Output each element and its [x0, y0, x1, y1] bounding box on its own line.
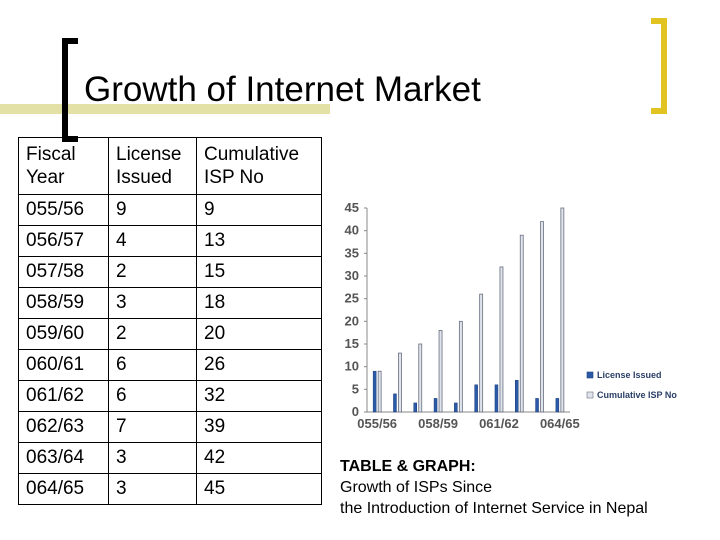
bar-cumulative-isp [418, 343, 423, 413]
header-cumulative-isp: Cumulative ISP No [196, 137, 322, 195]
cell-cumulative: 18 [196, 287, 322, 319]
bar-license-issued [515, 380, 519, 413]
cell-cumulative: 39 [196, 411, 322, 443]
cell-license: 2 [108, 318, 197, 350]
x-tick-label: 064/65 [540, 416, 580, 431]
y-tick-label: 15 [345, 336, 359, 351]
cell-cumulative: 45 [196, 473, 322, 505]
table-row: 059/60 2 20 [18, 318, 322, 350]
cell-year: 058/59 [18, 287, 109, 319]
cell-year: 060/61 [18, 349, 109, 381]
cell-year: 059/60 [18, 318, 109, 350]
bar-license-issued [454, 402, 458, 413]
bar-license-issued [372, 370, 377, 413]
table-row: 060/61 6 26 [18, 349, 322, 381]
table-row: 056/57 4 13 [18, 225, 322, 257]
cell-license: 9 [108, 194, 197, 226]
x-tick-label: 058/59 [418, 416, 458, 431]
table-row: 058/59 3 18 [18, 287, 322, 319]
cell-license: 3 [108, 442, 197, 474]
cell-year: 062/63 [18, 411, 109, 443]
bar-cumulative-isp [438, 329, 443, 413]
y-tick-label: 40 [345, 223, 359, 238]
cell-license: 4 [108, 225, 197, 257]
slide-title: Growth of Internet Market [84, 70, 481, 109]
cell-year: 063/64 [18, 442, 109, 474]
cell-license: 3 [108, 287, 197, 319]
y-tick-label: 30 [345, 268, 359, 283]
cell-cumulative: 13 [196, 225, 322, 257]
bar-cumulative-isp [499, 266, 504, 413]
bar-license-issued [535, 398, 539, 413]
cell-cumulative: 9 [196, 194, 322, 226]
y-tick-label: 35 [345, 245, 359, 260]
bar-cumulative-isp [458, 320, 463, 413]
y-tick-label: 45 [345, 200, 359, 215]
bar-cumulative-isp [519, 234, 524, 413]
cell-year: 057/58 [18, 256, 109, 288]
table-row: 057/58 2 15 [18, 256, 322, 288]
legend-swatch [586, 371, 594, 379]
isp-data-table: Fiscal Year License Issued Cumulative ISP N… [18, 137, 322, 505]
cell-year: 064/65 [18, 473, 109, 505]
bar-cumulative-isp [540, 221, 544, 413]
cell-cumulative: 20 [196, 318, 322, 350]
cell-cumulative: 32 [196, 380, 322, 412]
caption-heading: TABLE & GRAPH: [340, 458, 476, 475]
cell-year: 055/56 [18, 194, 109, 226]
bar-license-issued [555, 398, 560, 413]
header-license-issued: License Issued [108, 137, 197, 195]
right-bracket-decoration [651, 18, 667, 114]
legend-label: Cumulative ISP No [597, 390, 677, 400]
title-accent-bar [0, 104, 330, 114]
table-row: 061/62 6 32 [18, 380, 322, 412]
bar-license-issued [474, 384, 478, 413]
bar-license-issued [413, 402, 417, 413]
cell-license: 3 [108, 473, 197, 505]
cell-cumulative: 42 [196, 442, 322, 474]
cell-license: 6 [108, 380, 197, 412]
caption-line: the Introduction of Internet Service in … [340, 500, 648, 517]
header-fiscal-year: Fiscal Year [18, 137, 109, 195]
cell-year: 056/57 [18, 225, 109, 257]
bar-cumulative-isp [377, 370, 382, 413]
table-header-row: Fiscal Year License Issued Cumulative ISP N… [18, 137, 322, 195]
cell-license: 7 [108, 411, 197, 443]
bar-license-issued [494, 384, 499, 413]
y-tick-label: 0 [352, 404, 359, 419]
legend-label: License Issued [597, 370, 662, 380]
cell-cumulative: 26 [196, 349, 322, 381]
left-bracket-decoration [62, 38, 78, 142]
legend-swatch [586, 391, 594, 399]
table-row: 064/65 3 45 [18, 473, 322, 505]
bar-license-issued [433, 398, 438, 413]
table-row: 062/63 7 39 [18, 411, 322, 443]
bar-license-issued [393, 393, 397, 413]
cell-cumulative: 15 [196, 256, 322, 288]
y-tick-label: 5 [352, 381, 359, 396]
table-row: 063/64 3 42 [18, 442, 322, 474]
y-tick-label: 10 [345, 359, 359, 374]
caption-line: Growth of ISPs Since [340, 479, 493, 496]
cell-license: 6 [108, 349, 197, 381]
bar-cumulative-isp [479, 293, 484, 413]
x-tick-label: 061/62 [479, 416, 519, 431]
bar-cumulative-isp [398, 352, 402, 413]
y-tick-label: 25 [345, 291, 359, 306]
bar-cumulative-isp [560, 207, 565, 413]
y-tick-label: 20 [345, 313, 359, 328]
x-tick-label: 055/56 [357, 416, 397, 431]
cell-year: 061/62 [18, 380, 109, 412]
cell-license: 2 [108, 256, 197, 288]
isp-growth-bar-chart: 0 5 10 15 20 25 30 35 40 45 055/56 058/59 061/62 064/… [345, 200, 678, 431]
chart-caption: TABLE & GRAPH: Growth of ISPs Since the … [340, 456, 648, 519]
table-row: 055/56 9 9 [18, 194, 322, 226]
